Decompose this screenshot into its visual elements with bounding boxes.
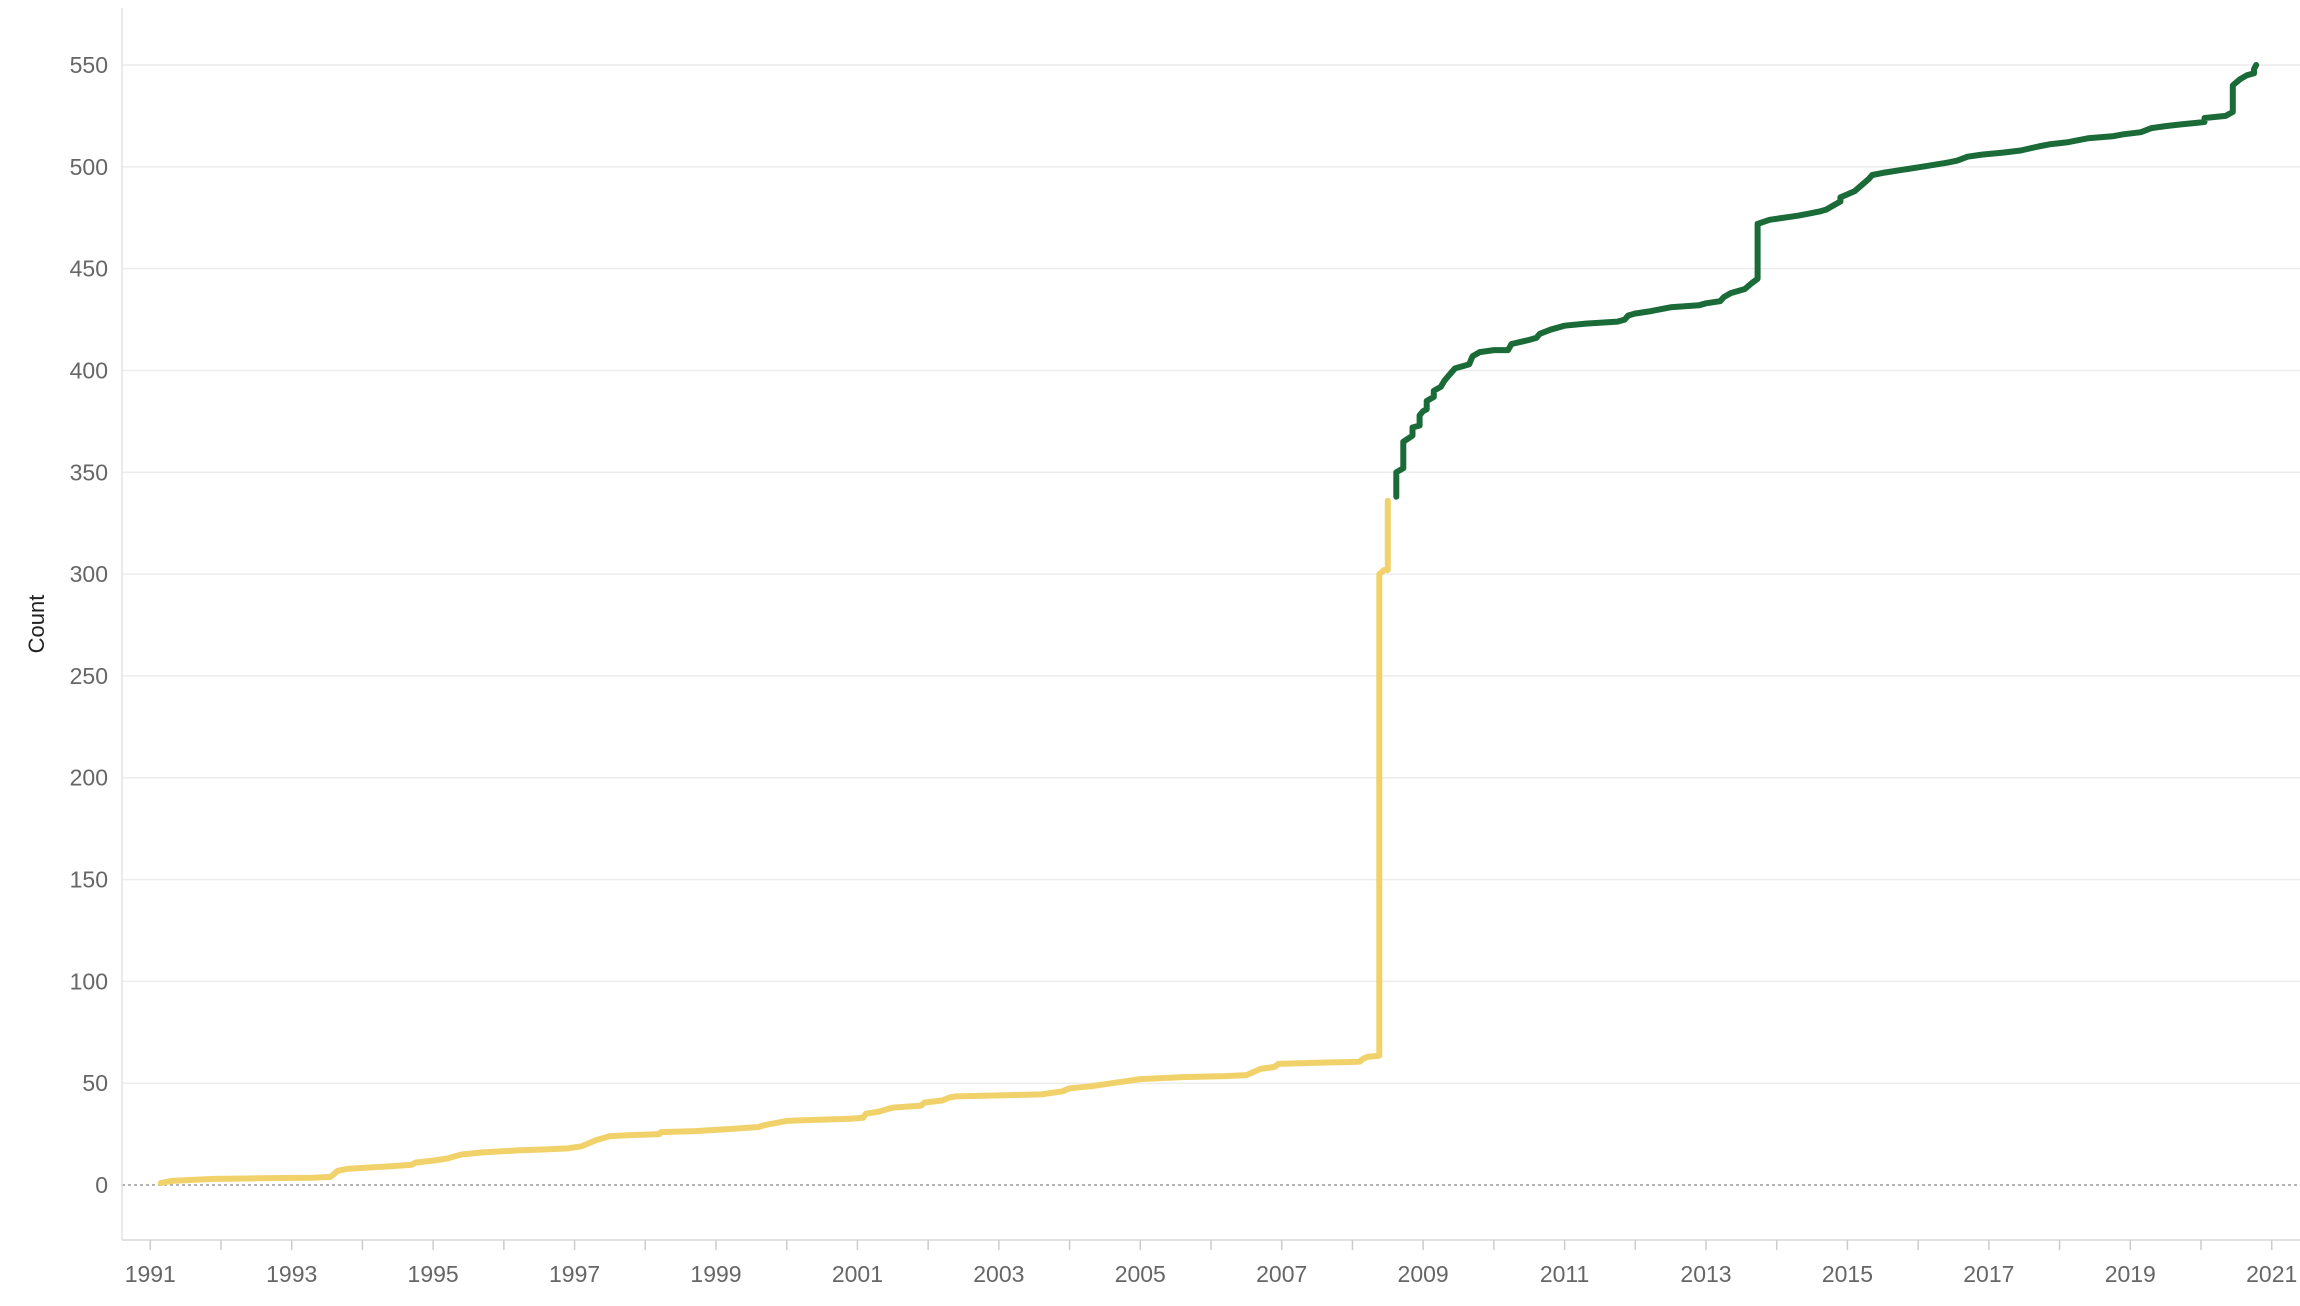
x-tick-label: 1999 xyxy=(690,1261,741,1287)
y-tick-label: 150 xyxy=(70,867,108,893)
x-tick-label: 1997 xyxy=(549,1261,600,1287)
x-tick-label: 2015 xyxy=(1822,1261,1873,1287)
x-tick-label: 2013 xyxy=(1680,1261,1731,1287)
y-tick-label: 0 xyxy=(95,1172,108,1198)
x-tick-label: 2007 xyxy=(1256,1261,1307,1287)
y-tick-label: 500 xyxy=(70,154,108,180)
x-tick-label: 2001 xyxy=(832,1261,883,1287)
x-tick-label: 2017 xyxy=(1963,1261,2014,1287)
y-tick-label: 100 xyxy=(70,968,108,994)
x-tick-label: 2009 xyxy=(1398,1261,1449,1287)
x-axis-ticks: 1991 1993 1995 1997 1999 2001 2003 2005 2007 2009… xyxy=(125,1240,2297,1287)
x-tick-label: 2019 xyxy=(2105,1261,2156,1287)
y-axis-label: Count xyxy=(24,595,49,654)
series-line-2 xyxy=(1393,62,2260,500)
y-axis-ticks: 0 50 100 150 200 250 300 350 400 450 500 550 xyxy=(70,52,108,1198)
x-tick-label: 1991 xyxy=(125,1261,176,1287)
x-tick-label: 2011 xyxy=(1540,1261,1589,1287)
x-tick-label: 1993 xyxy=(266,1261,317,1287)
series-line-1 xyxy=(157,497,1391,1186)
x-tick-label: 2003 xyxy=(973,1261,1024,1287)
y-tick-label: 300 xyxy=(70,561,108,587)
y-tick-label: 200 xyxy=(70,765,108,791)
y-tick-label: 350 xyxy=(70,459,108,485)
gridlines xyxy=(122,64,2300,1241)
y-tick-label: 400 xyxy=(70,357,108,383)
y-tick-label: 450 xyxy=(70,256,108,282)
y-tick-label: 550 xyxy=(70,52,108,78)
y-tick-label: 50 xyxy=(82,1070,108,1096)
y-tick-label: 250 xyxy=(70,663,108,689)
series-lines xyxy=(157,62,2260,1186)
x-tick-label: 2005 xyxy=(1115,1261,1166,1287)
x-tick-label: 2021 xyxy=(2246,1261,2297,1287)
x-tick-label: 1995 xyxy=(408,1261,459,1287)
